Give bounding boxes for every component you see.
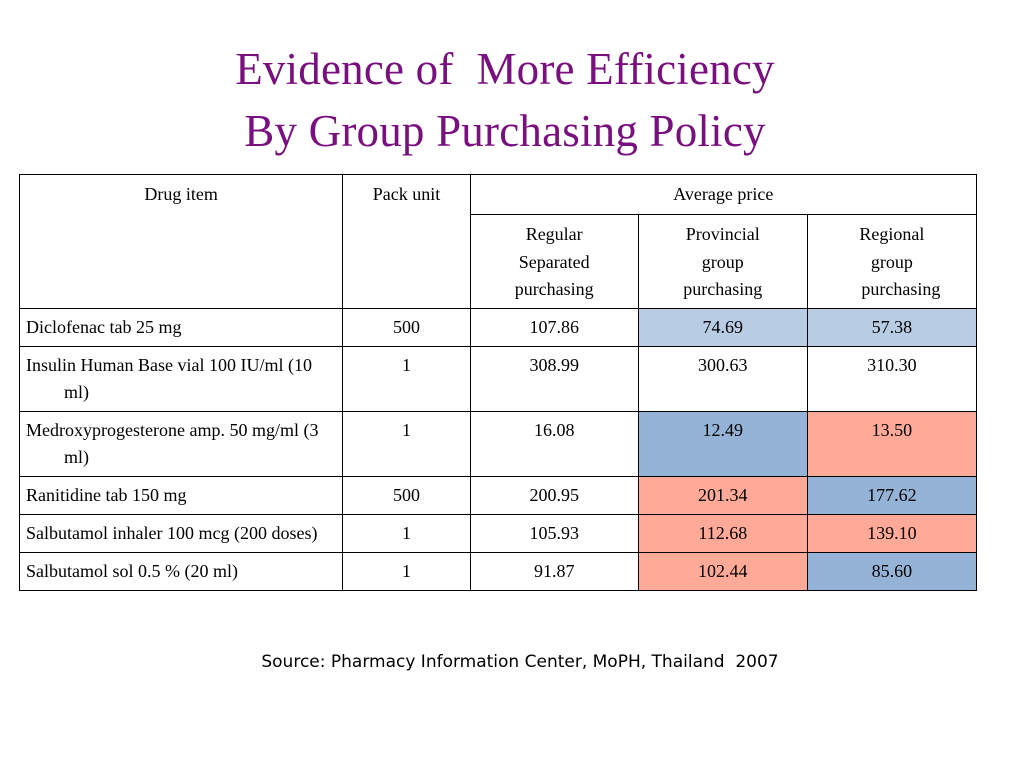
regional-price-cell: 177.62 <box>806 475 978 515</box>
regional-price-cell: 139.10 <box>806 513 978 553</box>
drug-item-cell: Ranitidine tab 150 mg <box>18 475 344 515</box>
drug-item-cell: Medroxyprogesterone amp. 50 mg/ml (3 ml) <box>18 410 344 477</box>
drug-item-name: Diclofenac tab 25 mg <box>26 316 182 337</box>
header-regional-purchasing: Regional group purchasing <box>806 214 978 309</box>
header-regional-line: purchasing <box>843 279 941 299</box>
drug-item-name: Salbutamol sol 0.5 % (20 ml) <box>26 560 238 581</box>
header-regular-line: Separated <box>518 251 590 272</box>
provincial-price-cell: 102.44 <box>637 551 808 591</box>
regular-price-cell: 308.99 <box>469 345 639 412</box>
drug-item-name: Salbutamol inhaler 100 mcg (200 doses) <box>26 522 318 543</box>
table-row: Insulin Human Base vial 100 IU/ml (10 ml… <box>18 345 978 412</box>
regional-price-cell: 85.60 <box>806 551 978 591</box>
pack-unit-cell: 1 <box>342 513 471 553</box>
table-row: Ranitidine tab 150 mg 500 200.95 201.34 … <box>18 475 978 515</box>
header-pack-unit: Pack unit <box>342 174 471 309</box>
table-row: Medroxyprogesterone amp. 50 mg/ml (3 ml)… <box>18 410 978 477</box>
header-provincial-purchasing: Provincial group purchasing <box>637 214 808 309</box>
regular-price-cell: 91.87 <box>469 551 639 591</box>
pack-unit-cell: 500 <box>342 475 471 515</box>
slide-title: Evidence of More Efficiency By Group Pur… <box>0 38 1010 162</box>
pack-unit-cell: 1 <box>342 551 471 591</box>
pack-unit-cell: 500 <box>342 307 471 347</box>
drug-item-cell: Salbutamol inhaler 100 mcg (200 doses) <box>18 513 344 553</box>
drug-item-name: Insulin Human Base vial 100 IU/ml (10 ml… <box>26 354 312 402</box>
regional-price-cell: 57.38 <box>806 307 978 347</box>
drug-item-cell: Salbutamol sol 0.5 % (20 ml) <box>18 551 344 591</box>
pack-unit-cell: 1 <box>342 410 471 477</box>
header-provincial-line: group <box>701 251 744 272</box>
regional-price-cell: 310.30 <box>806 345 978 412</box>
drug-item-name: Ranitidine tab 150 mg <box>26 484 187 505</box>
drug-item-cell: Diclofenac tab 25 mg <box>18 307 344 347</box>
regular-price-cell: 105.93 <box>469 513 639 553</box>
pack-unit-cell: 1 <box>342 345 471 412</box>
header-regular-purchasing: Regular Separated purchasing <box>469 214 639 309</box>
provincial-price-cell: 12.49 <box>637 410 808 477</box>
table-subheader-row: Regular Separated purchasing Provincial … <box>20 214 978 309</box>
header-regional-line: group <box>870 251 913 272</box>
regular-price-cell: 16.08 <box>469 410 639 477</box>
table-header-row: Drug item Pack unit Average price <box>18 174 978 309</box>
price-comparison-table: Drug item Pack unit Average price Regula… <box>18 174 978 591</box>
source-note: Source: Pharmacy Information Center, MoP… <box>261 652 779 672</box>
table-row: Diclofenac tab 25 mg 500 107.86 74.69 57… <box>18 307 978 347</box>
table-row: Salbutamol sol 0.5 % (20 ml) 1 91.87 102… <box>18 551 978 591</box>
provincial-price-cell: 300.63 <box>637 345 808 412</box>
header-regular-line: purchasing <box>514 279 594 299</box>
regular-price-cell: 200.95 <box>469 475 639 515</box>
header-drug-item: Drug item <box>18 174 344 309</box>
provincial-price-cell: 74.69 <box>637 307 808 347</box>
regional-price-cell: 13.50 <box>806 410 978 477</box>
header-regional-line: Regional <box>859 224 925 244</box>
header-average-price: Average price <box>469 174 978 215</box>
title-line-1: Evidence of More Efficiency <box>235 44 775 94</box>
drug-item-cell: Insulin Human Base vial 100 IU/ml (10 ml… <box>18 345 344 412</box>
regular-price-cell: 107.86 <box>469 307 639 347</box>
provincial-price-cell: 201.34 <box>637 475 808 515</box>
table-row: Salbutamol inhaler 100 mcg (200 doses) 1… <box>18 513 978 553</box>
title-line-2: By Group Purchasing Policy <box>244 106 766 156</box>
header-provincial-line: Provincial <box>685 224 760 244</box>
header-regular-line: Regular <box>525 224 583 244</box>
drug-item-name: Medroxyprogesterone amp. 50 mg/ml (3 ml) <box>26 419 319 467</box>
header-provincial-line: purchasing <box>683 279 763 299</box>
provincial-price-cell: 112.68 <box>637 513 808 553</box>
